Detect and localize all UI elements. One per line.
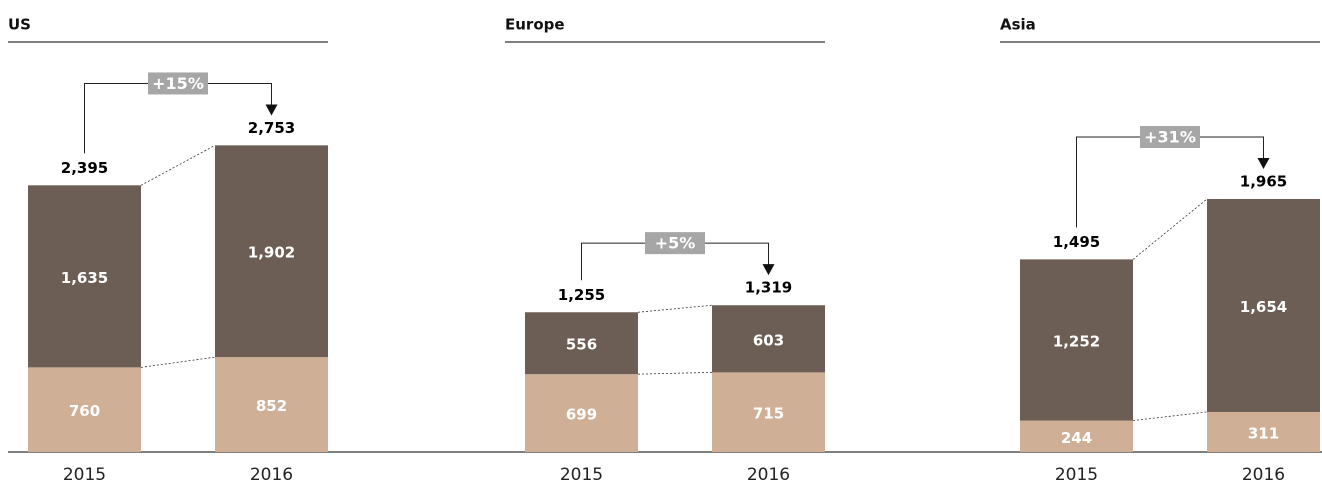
bar-segment	[525, 312, 638, 375]
connector	[637, 304, 713, 313]
x-tick-label: 2016	[1242, 465, 1285, 485]
connector	[637, 371, 713, 375]
arrow-head	[1257, 158, 1270, 170]
bar-segment	[215, 145, 328, 358]
bar-segment	[525, 374, 638, 452]
value-label: 1,654	[1240, 298, 1287, 316]
change-label: +5%	[655, 234, 696, 253]
change-box	[148, 72, 208, 95]
x-tick-label: 2015	[63, 465, 106, 485]
x-tick-label: 2016	[747, 465, 790, 485]
chart-title: Asia	[1000, 16, 1036, 34]
connector	[1132, 411, 1208, 421]
value-label: 715	[753, 405, 784, 423]
x-tick-label: 2015	[560, 465, 603, 485]
value-label: 1,902	[248, 244, 295, 262]
bar-segment	[28, 185, 141, 368]
bar-segment	[712, 372, 825, 452]
total-label: 2,753	[248, 119, 295, 137]
value-label: 244	[1061, 429, 1092, 447]
change-label: +15%	[152, 74, 204, 93]
arrow-head	[265, 104, 278, 116]
chart-title: Europe	[505, 16, 565, 34]
bar-segment	[215, 357, 328, 452]
value-label: 1,252	[1053, 332, 1100, 350]
value-label: 760	[69, 402, 100, 420]
arrow-head	[762, 264, 775, 276]
change-label: +31%	[1144, 128, 1196, 147]
bar-segment	[1207, 199, 1320, 412]
chart-title: US	[8, 16, 31, 34]
value-label: 699	[566, 406, 597, 424]
value-label: 556	[566, 336, 597, 354]
x-tick-label: 2015	[1055, 465, 1098, 485]
total-label: 1,255	[558, 286, 605, 304]
bar-segment	[1207, 411, 1320, 452]
bar-segment	[1020, 259, 1133, 421]
total-label: 1,965	[1240, 173, 1287, 191]
bar-segment	[28, 367, 141, 452]
connector	[140, 356, 216, 368]
bar-segment	[1020, 420, 1133, 452]
x-tick-label: 2016	[250, 465, 293, 485]
total-label: 1,319	[745, 279, 792, 297]
value-label: 311	[1248, 424, 1279, 442]
bar-segment	[712, 305, 825, 373]
total-label: 1,495	[1053, 233, 1100, 251]
value-label: 603	[753, 331, 784, 349]
total-label: 2,395	[61, 159, 108, 177]
value-label: 1,635	[61, 269, 108, 287]
value-label: 852	[256, 397, 287, 415]
change-box	[645, 232, 705, 255]
connector	[140, 144, 216, 186]
change-box	[1140, 126, 1200, 149]
connector	[1132, 198, 1208, 260]
